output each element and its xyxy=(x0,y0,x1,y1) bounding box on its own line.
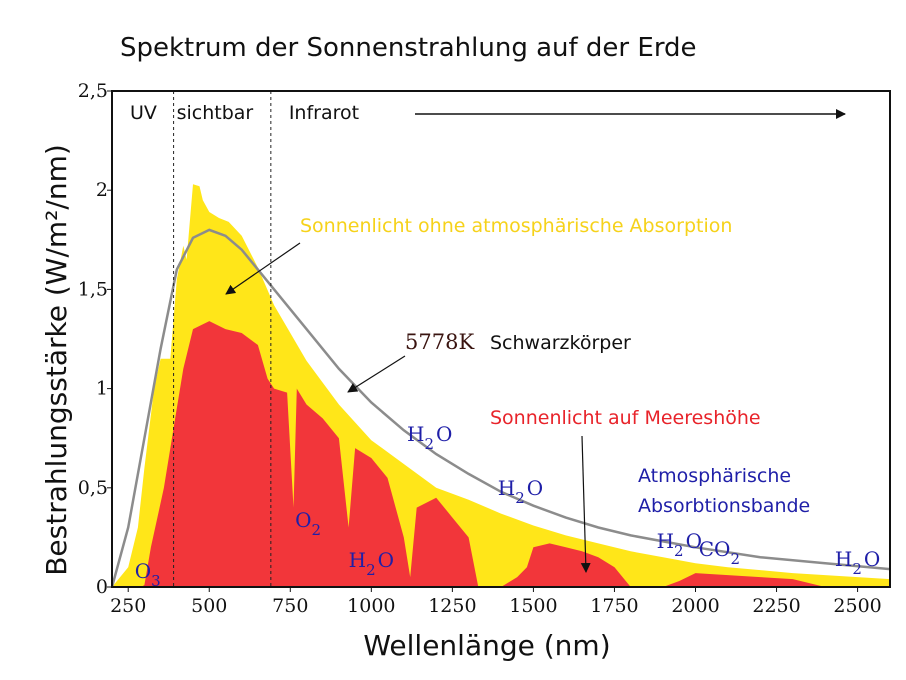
x-tick-label: 1500 xyxy=(509,595,557,617)
y-tick-label: 0 xyxy=(96,576,108,598)
chart-title: Spektrum der Sonnenstrahlung auf der Erd… xyxy=(120,33,697,63)
absorber-label: H2 O xyxy=(657,529,702,560)
x-tick-label: 2000 xyxy=(671,595,719,617)
absorber-base: H xyxy=(407,422,424,446)
series-sea-level-area xyxy=(141,321,826,587)
annotation-sea-level-arrow xyxy=(580,435,591,573)
absorber-base: H xyxy=(657,529,674,553)
absorber-tail: O xyxy=(686,529,702,553)
absorber-label: H2 O xyxy=(407,422,452,453)
absorber-label: H2 O xyxy=(349,548,394,579)
plot-area: UV sichtbar Infrarot 250 500 750 1000 1250 1500 1… xyxy=(78,80,891,617)
annotation-blackbody-word: Schwarzkörper xyxy=(490,332,631,354)
x-tick-label: 2500 xyxy=(833,595,881,617)
absorber-subscript: 2 xyxy=(852,560,862,578)
absorber-tail: O xyxy=(378,548,394,572)
plot-frame xyxy=(111,90,891,588)
absorber-label: O3 xyxy=(135,559,161,590)
y-tick-label: 2,5 xyxy=(78,80,108,102)
absorber-base: H xyxy=(349,548,366,572)
absorber-base: H xyxy=(498,476,515,500)
absorber-label: H2 O xyxy=(498,476,543,507)
y-tick-label: 1,5 xyxy=(78,278,108,300)
annotation-blackbody-temp: 5778K xyxy=(405,330,474,354)
x-tick-label: 1000 xyxy=(347,595,395,617)
x-tick-label: 750 xyxy=(272,595,308,617)
annotation-without-absorption-arrow xyxy=(225,242,301,295)
absorber-subscript: 2 xyxy=(366,561,376,579)
region-label-sichtbar: sichtbar xyxy=(177,102,254,124)
absorber-base: CO xyxy=(699,537,731,561)
y-tick-label: 0,5 xyxy=(78,477,108,499)
series-blackbody-line xyxy=(112,228,890,587)
region-label-uv: UV xyxy=(130,102,157,124)
y-tick-label: 2 xyxy=(96,179,108,201)
absorber-base: O xyxy=(295,508,311,532)
absorber-subscript: 2 xyxy=(674,542,684,560)
region-label-infrarot: Infrarot xyxy=(289,102,359,124)
absorber-label: O2 xyxy=(295,508,321,539)
absorber-base: H xyxy=(835,547,852,571)
absorber-subscript: 2 xyxy=(730,550,740,568)
annotation-sea-level: Sonnenlicht auf Meereshöhe xyxy=(490,407,761,429)
annotation-absorption-line2: Absorbtionsbande xyxy=(638,495,810,517)
absorber-tail: O xyxy=(436,422,452,446)
x-tick-label: 2250 xyxy=(752,595,800,617)
absorber-subscript: 2 xyxy=(312,521,322,539)
absorber-tail: O xyxy=(864,547,880,571)
absorber-tail: O xyxy=(527,476,543,500)
x-axis-label: Wellenlänge (nm) xyxy=(363,629,610,662)
absorber-subscript: 2 xyxy=(515,489,525,507)
y-axis-label: Bestrahlungsstärke (W/m²/nm) xyxy=(40,144,73,576)
x-tick-label: 500 xyxy=(191,595,227,617)
x-tick-label: 250 xyxy=(110,595,146,617)
annotation-without-absorption: Sonnenlicht ohne atmosphärische Absorpti… xyxy=(300,215,732,237)
absorber-label: H2 O xyxy=(835,547,880,578)
annotation-absorption-line1: Atmosphärische xyxy=(638,465,791,487)
annotation-blackbody-arrow xyxy=(347,355,406,393)
y-tick-label: 1 xyxy=(96,378,108,400)
x-tick-label: 1750 xyxy=(590,595,638,617)
absorber-label: CO2 xyxy=(699,537,740,568)
absorber-base: O xyxy=(135,559,151,583)
absorber-subscript: 2 xyxy=(424,435,434,453)
absorber-subscript: 3 xyxy=(151,572,161,590)
series-group xyxy=(112,184,890,587)
x-tick-label: 1250 xyxy=(428,595,476,617)
